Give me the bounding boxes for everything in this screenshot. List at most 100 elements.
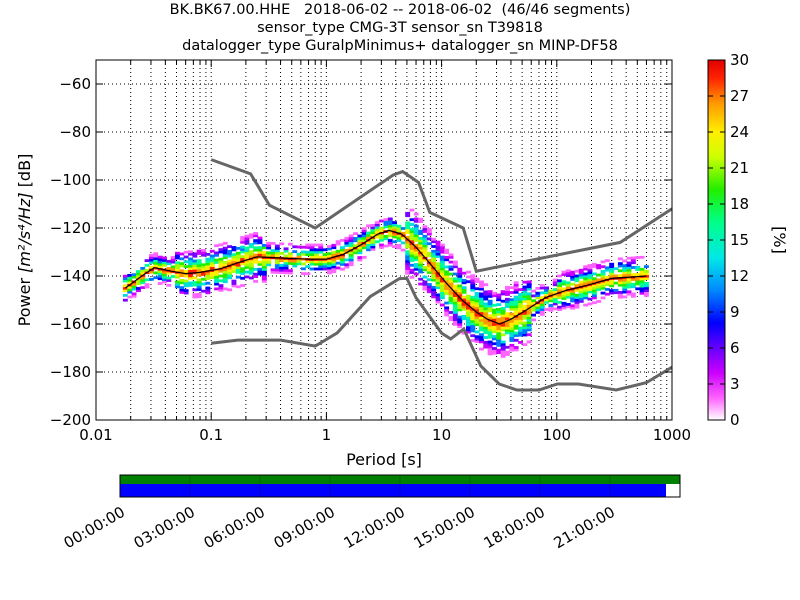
psd-heatmap-cell (405, 250, 411, 254)
psd-heatmap-cell (600, 286, 606, 290)
psd-heatmap-cell (196, 264, 202, 267)
psd-heatmap-cell (639, 279, 645, 283)
psd-heatmap-cell (196, 288, 202, 291)
psd-heatmap-cell (383, 220, 389, 224)
psd-heatmap-cell (370, 228, 376, 232)
psd-heatmap-cell (578, 268, 584, 272)
high-noise-model-line (210, 158, 673, 273)
psd-heatmap-cell (466, 321, 471, 324)
psd-heatmap-cell (357, 237, 363, 240)
psd-heatmap-cell (492, 323, 497, 326)
psd-heatmap-cell (496, 310, 502, 314)
psd-heatmap-cell (331, 243, 337, 247)
psd-heatmap-cell (253, 268, 259, 271)
psd-heatmap-cell (335, 249, 341, 253)
psd-heatmap-cell (314, 248, 319, 252)
psd-heatmap-cell (622, 281, 628, 284)
psd-heatmap-cell (483, 307, 489, 311)
psd-heatmap-cell (331, 265, 337, 269)
psd-heatmap-cell (188, 262, 193, 266)
psd-heatmap-cell (357, 239, 363, 243)
psd-heatmap-cell (244, 237, 250, 240)
psd-heatmap-cell (274, 261, 280, 265)
psd-heatmap-cell (466, 330, 471, 334)
psd-heatmap-cell (609, 272, 615, 276)
psd-heatmap-cell (274, 254, 280, 257)
psd-heatmap-cell (448, 318, 454, 322)
psd-heatmap-cell (370, 248, 376, 251)
psd-heatmap-cell (483, 324, 489, 327)
psd-heatmap-cell (513, 302, 519, 306)
psd-heatmap-cell (617, 291, 623, 294)
psd-heatmap-cell (622, 290, 628, 294)
psd-heatmap-cell (444, 308, 450, 312)
psd-heatmap-cell (552, 281, 558, 284)
psd-heatmap-cell (192, 252, 198, 256)
psd-heatmap-cell (591, 289, 597, 293)
psd-heatmap-cell (387, 243, 393, 247)
psd-heatmap-cell (630, 261, 636, 265)
y-tick-label: −80 (59, 123, 91, 141)
psd-heatmap-cell (452, 272, 458, 276)
psd-heatmap-cell (578, 280, 584, 284)
psd-heatmap-cell (292, 250, 298, 253)
psd-heatmap-cell (279, 268, 285, 272)
psd-heatmap-cell (448, 296, 454, 300)
psd-heatmap-cell (270, 251, 276, 255)
psd-heatmap-cell (479, 287, 484, 291)
psd-heatmap-cell (157, 272, 163, 276)
psd-heatmap-cell (405, 226, 411, 230)
psd-heatmap-cell (604, 280, 610, 284)
psd-heatmap-cell (509, 334, 515, 338)
psd-heatmap-cell (496, 332, 502, 335)
psd-heatmap-cell (422, 225, 428, 229)
psd-heatmap-cell (487, 350, 493, 353)
y-tick-label: −180 (50, 363, 91, 381)
psd-heatmap-cell (548, 304, 554, 307)
psd-heatmap-cell (235, 263, 241, 267)
psd-heatmap-cell (630, 278, 636, 281)
colorbar-tick-label: 12 (730, 267, 749, 285)
psd-heatmap-cell (509, 305, 515, 309)
psd-heatmap-cell (557, 284, 562, 287)
psd-heatmap-cell (305, 272, 311, 276)
psd-heatmap-cell (179, 257, 185, 261)
psd-heatmap-cell (201, 263, 206, 267)
psd-heatmap-cell (522, 314, 528, 318)
psd-heatmap-cell (209, 273, 215, 277)
psd-heatmap-cell (604, 266, 610, 270)
psd-heatmap-cell (222, 275, 228, 279)
psd-heatmap-cell (452, 277, 458, 281)
psd-heatmap-cell (244, 253, 250, 257)
psd-heatmap-cell (175, 280, 180, 284)
psd-heatmap-cell (396, 239, 402, 242)
psd-heatmap-cell (409, 251, 415, 255)
psd-heatmap-cell (296, 252, 302, 256)
psd-heatmap-cell (413, 239, 419, 242)
psd-heatmap-cell (248, 255, 254, 258)
psd-heatmap-cell (261, 275, 267, 278)
psd-heatmap-cell (505, 326, 510, 330)
y-tick-label: −60 (59, 75, 91, 93)
psd-heatmap-cell (496, 348, 502, 352)
psd-heatmap-cell (626, 256, 632, 260)
psd-heatmap-cell (348, 263, 354, 267)
psd-heatmap-cell (361, 246, 367, 250)
psd-heatmap-cell (127, 276, 133, 280)
psd-heatmap-cell (205, 274, 211, 278)
psd-heatmap-cell (166, 271, 172, 275)
psd-heatmap-cell (505, 290, 510, 294)
psd-heatmap-cell (409, 237, 415, 241)
psd-heatmap-cell (626, 273, 632, 277)
psd-heatmap-cell (413, 265, 419, 269)
psd-heatmap-cell (253, 260, 259, 264)
psd-heatmap-cell (214, 261, 219, 264)
psd-heatmap-cell (591, 284, 597, 288)
psd-heatmap-cell (492, 294, 497, 298)
psd-heatmap-cell (496, 351, 502, 354)
psd-heatmap-cell (466, 297, 471, 300)
psd-heatmap-cell (357, 246, 363, 250)
psd-heatmap-cell (587, 273, 593, 277)
psd-heatmap-cell (479, 347, 484, 351)
